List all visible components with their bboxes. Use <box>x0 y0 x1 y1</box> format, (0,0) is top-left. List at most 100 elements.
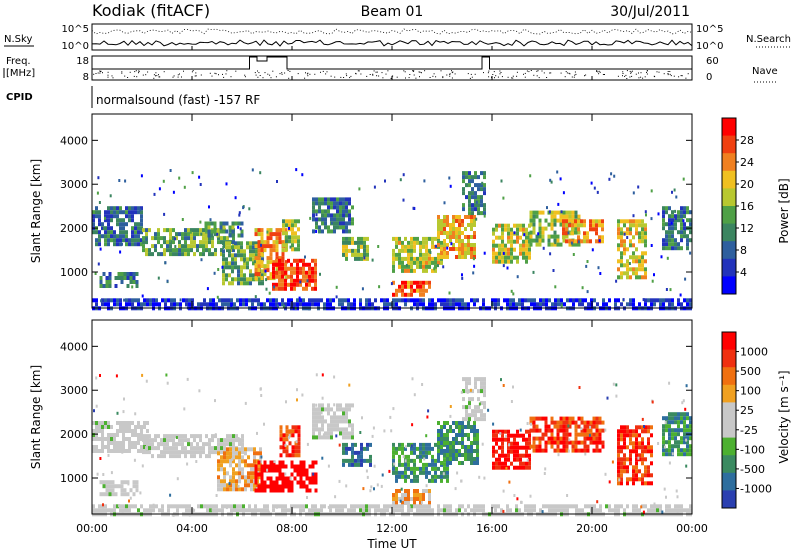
heatmap-cell <box>235 471 238 476</box>
nave-dot <box>163 71 165 73</box>
heatmap-cell <box>507 445 510 450</box>
heatmap-cell <box>440 478 443 483</box>
heatmap-cell <box>562 440 566 445</box>
heatmap-cell <box>339 209 342 214</box>
heatmap-cell <box>480 377 483 382</box>
heatmap-cell <box>253 459 256 464</box>
heatmap-cell <box>477 207 480 212</box>
heatmap-cell <box>140 222 143 227</box>
heatmap-cell <box>617 465 620 470</box>
nave-dot <box>173 75 175 77</box>
heatmap-cell <box>315 230 318 233</box>
heatmap-cell <box>477 187 480 192</box>
heatmap-cell <box>553 234 557 239</box>
noise-tick-right-bottom: 10^0 <box>696 41 723 52</box>
heatmap-cell <box>149 504 152 509</box>
heatmap-cell <box>395 244 398 249</box>
heatmap-cell <box>416 504 419 509</box>
heatmap-cell <box>119 230 122 235</box>
heatmap-cell <box>581 508 584 513</box>
nave-dot <box>646 73 648 75</box>
heatmap-cell <box>650 504 653 509</box>
heatmap-cell <box>677 246 680 251</box>
heatmap-cell <box>222 273 225 278</box>
heatmap-cell <box>553 210 557 215</box>
heatmap-cell <box>114 276 118 280</box>
heatmap-cell <box>495 429 498 434</box>
heatmap-cell <box>431 458 434 463</box>
nave-dot <box>442 77 444 79</box>
heatmap-cell <box>461 239 464 243</box>
heatmap-cell <box>571 242 575 247</box>
heatmap-cell <box>465 195 468 200</box>
heatmap-cell <box>333 217 336 222</box>
heatmap-cell <box>590 298 593 303</box>
heatmap-cell <box>213 271 216 275</box>
heatmap-cell <box>345 419 348 424</box>
heatmap-cell <box>458 441 461 445</box>
heatmap-cell <box>566 494 569 497</box>
heatmap-cell <box>104 508 107 513</box>
heatmap-cell <box>442 472 445 476</box>
heatmap-cell <box>507 429 510 434</box>
heatmap-cell <box>473 298 476 303</box>
nave-dot <box>153 74 155 76</box>
heatmap-cell <box>668 452 671 457</box>
heatmap-cell <box>686 440 689 445</box>
heatmap-cell <box>668 420 671 425</box>
heatmap-cell <box>620 461 623 466</box>
heatmap-cell <box>392 264 395 269</box>
heatmap-cell <box>248 207 251 211</box>
heatmap-cell <box>512 302 515 307</box>
heatmap-cell <box>458 235 461 239</box>
heatmap-cell <box>392 466 395 471</box>
heatmap-cell <box>671 428 674 433</box>
heatmap-cell <box>635 449 638 454</box>
heatmap-cell <box>501 227 504 232</box>
x-tick-label: 00:00 <box>676 522 708 535</box>
colorbar-segment <box>722 241 736 260</box>
heatmap-cell <box>620 302 623 307</box>
heatmap-cell <box>686 238 689 243</box>
heatmap-cell <box>223 479 226 484</box>
heatmap-cell <box>318 435 321 440</box>
heatmap-cell <box>366 442 369 447</box>
heatmap-cell <box>217 268 220 271</box>
heatmap-cell <box>178 232 181 237</box>
heatmap-cell <box>510 461 513 466</box>
heatmap-cell <box>342 229 345 234</box>
heatmap-cell <box>281 282 284 287</box>
heatmap-cell <box>120 488 124 493</box>
heatmap-cell <box>492 259 495 264</box>
heatmap-cell <box>532 226 536 231</box>
heatmap-cell <box>462 405 465 410</box>
heatmap-cell <box>425 248 428 253</box>
heatmap-cell <box>565 444 569 449</box>
heatmap-cell <box>281 504 284 509</box>
heatmap-cell <box>398 454 401 459</box>
heatmap-cell <box>245 508 248 513</box>
heatmap-cell <box>275 484 279 489</box>
heatmap-cell <box>419 252 422 257</box>
heatmap-cell <box>407 244 410 249</box>
heatmap-cell <box>211 446 214 451</box>
heatmap-cell <box>232 434 235 439</box>
nave-dot <box>415 77 417 79</box>
heatmap-cell <box>575 504 578 509</box>
heatmap-cell <box>389 302 392 307</box>
heatmap-cell <box>440 231 443 235</box>
heatmap-cell <box>134 226 137 231</box>
heatmap-cell <box>680 440 683 445</box>
heatmap-cell <box>321 201 324 206</box>
heatmap-cell <box>119 238 122 243</box>
heatmap-cell <box>407 493 410 497</box>
heatmap-cell <box>465 417 468 422</box>
heatmap-cell <box>169 228 172 233</box>
heatmap-cell <box>281 464 285 469</box>
heatmap-cell <box>641 453 644 458</box>
heatmap-cell <box>532 424 536 429</box>
heatmap-cell <box>413 268 416 273</box>
heatmap-cell <box>662 444 665 449</box>
heatmap-cell <box>404 501 407 505</box>
heatmap-cell <box>519 227 522 232</box>
